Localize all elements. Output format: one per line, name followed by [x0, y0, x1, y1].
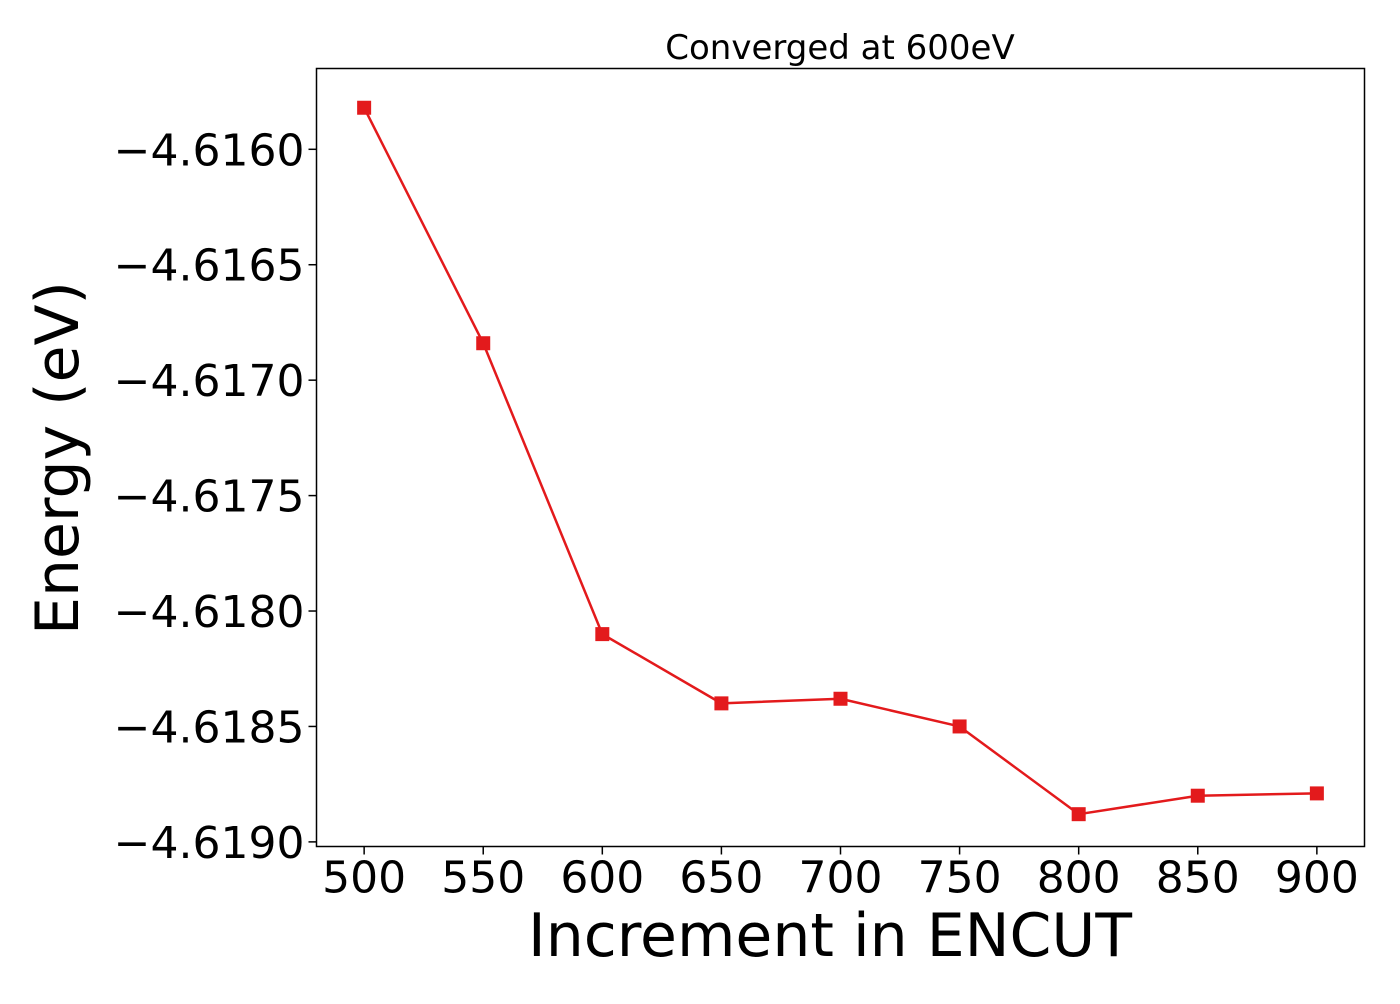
x-tick-label: 500	[322, 853, 406, 904]
data-point-marker	[476, 336, 491, 351]
x-tick-label: 700	[799, 853, 883, 904]
chart-title: Converged at 600eV	[665, 28, 1014, 68]
x-tick-label: 850	[1156, 853, 1240, 904]
x-tick-label: 650	[679, 853, 763, 904]
x-axis-label: Increment in ENCUT	[528, 901, 1132, 971]
data-point-marker	[952, 719, 967, 734]
y-tick-label: −4.6160	[114, 125, 305, 176]
x-tick-label: 600	[560, 853, 644, 904]
y-tick-label: −4.6175	[114, 472, 305, 523]
series-line	[363, 107, 1317, 816]
data-point-marker	[833, 691, 848, 706]
x-tick-label: 550	[441, 853, 525, 904]
data-point-marker	[357, 100, 372, 115]
data-point-marker	[1309, 786, 1324, 801]
plot-frame	[315, 67, 1366, 848]
y-tick-label: −4.6180	[114, 587, 305, 638]
data-point-marker	[714, 696, 729, 711]
axis-ticks: 500 550 600 650 700 750 800 850 900 −4.6160 −4.616…	[114, 125, 1359, 903]
y-tick-label: −4.6185	[114, 702, 305, 753]
series-layer	[357, 100, 1324, 822]
y-axis-label: Energy (eV)	[23, 281, 93, 635]
x-tick-label: 750	[918, 853, 1002, 904]
x-tick-label: 800	[1037, 853, 1121, 904]
data-point-marker	[595, 627, 610, 642]
y-tick-label: −4.6190	[114, 818, 305, 869]
x-tick-label: 900	[1275, 853, 1359, 904]
y-tick-label: −4.6165	[114, 241, 305, 292]
y-tick-label: −4.6170	[114, 356, 305, 407]
data-point-marker	[1190, 788, 1205, 803]
data-point-marker	[1071, 807, 1086, 822]
